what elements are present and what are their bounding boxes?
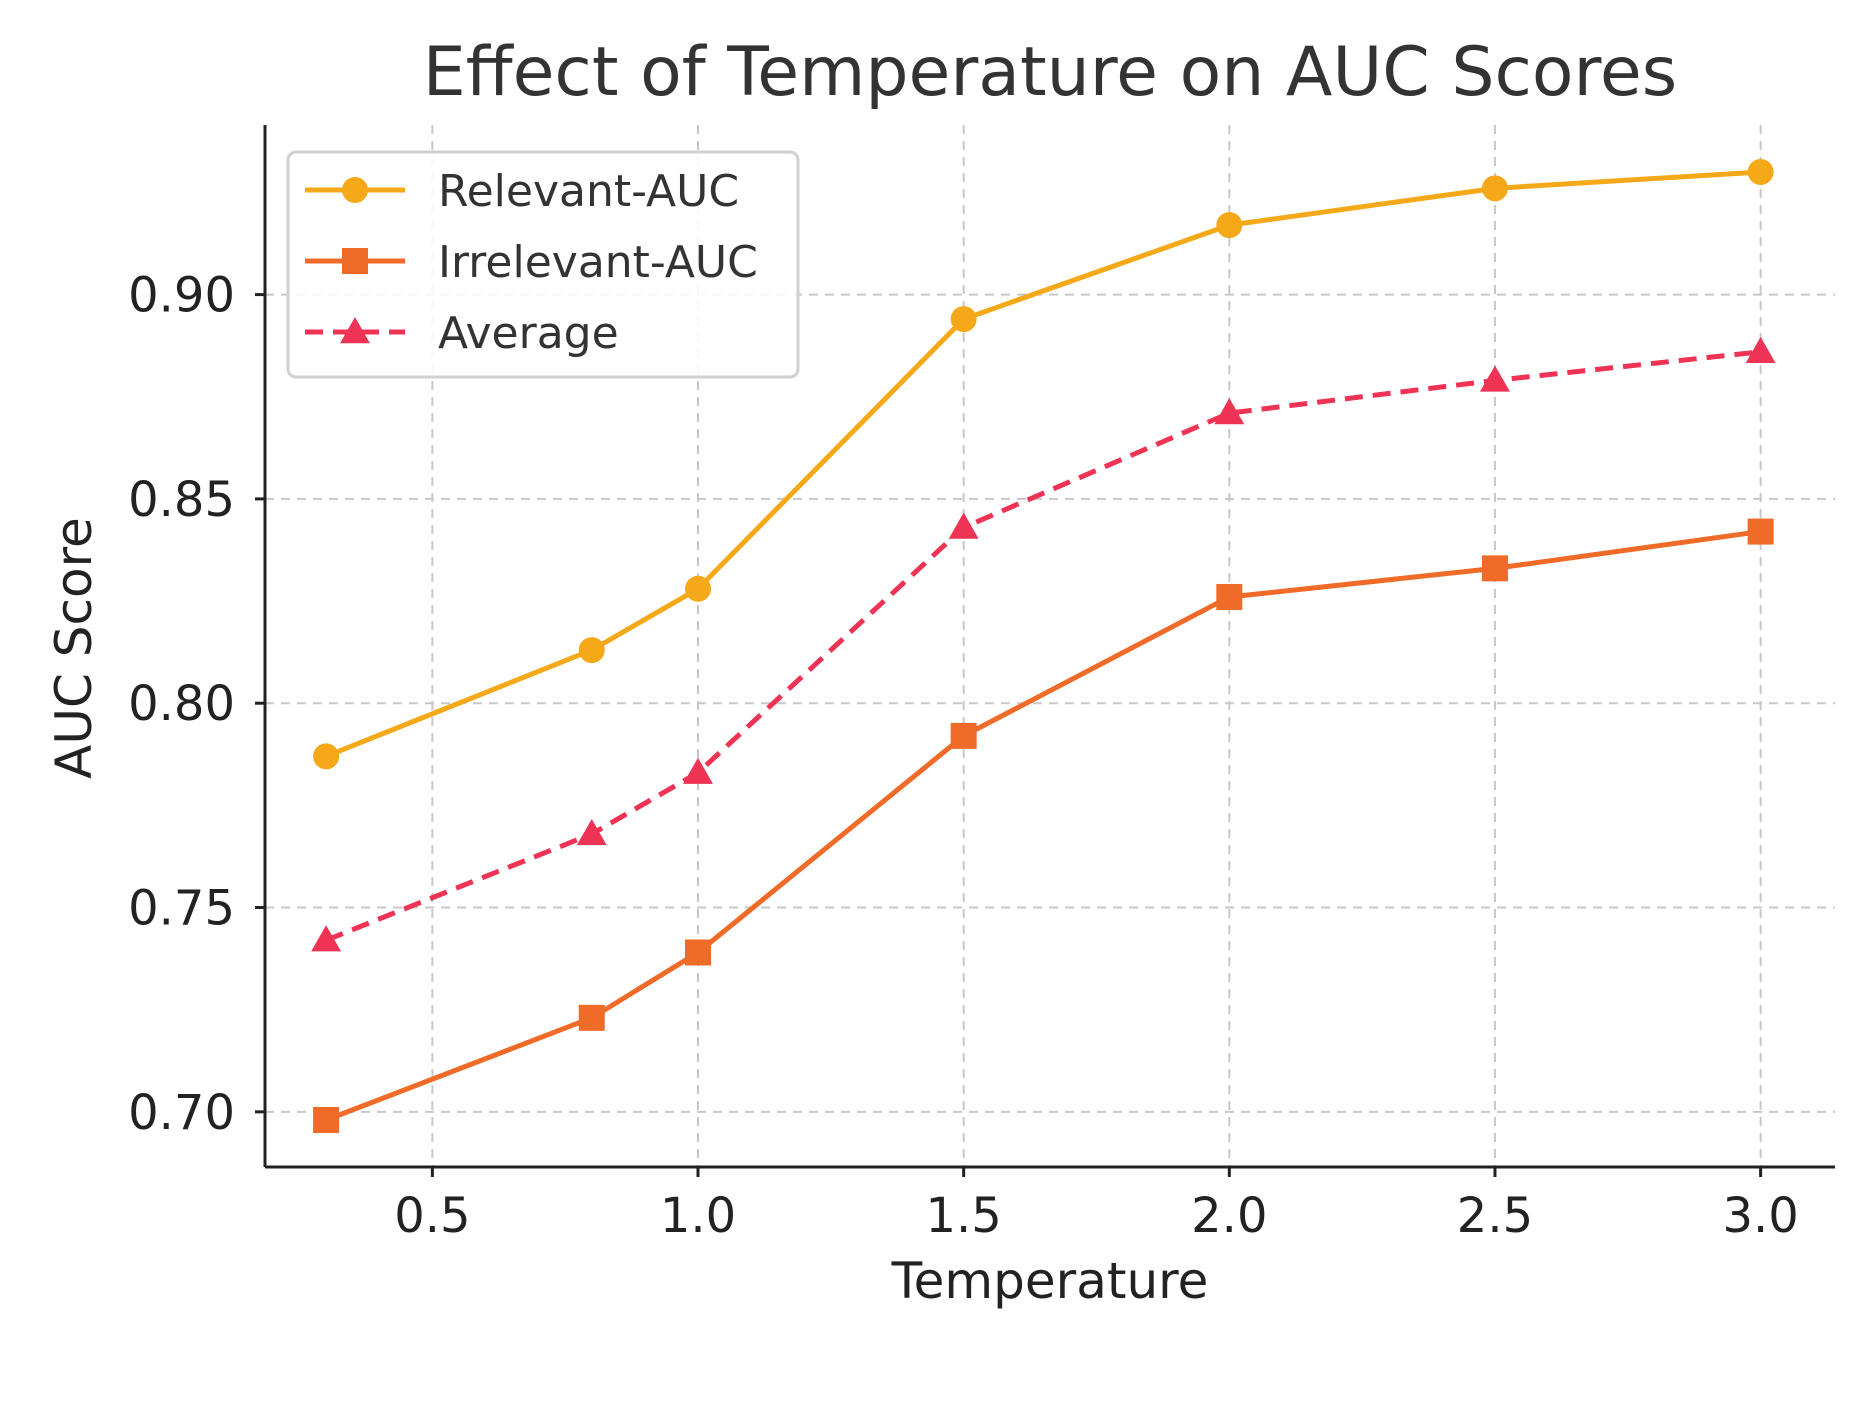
x-tick-label: 2.0 xyxy=(1191,1188,1267,1244)
data-point-relevant-auc xyxy=(313,743,340,770)
data-point-relevant-auc xyxy=(1481,175,1508,202)
y-tick-label: 0.70 xyxy=(128,1085,235,1141)
y-axis-label: AUC Score xyxy=(45,517,103,779)
x-tick-label: 1.5 xyxy=(925,1188,1001,1244)
data-point-relevant-auc xyxy=(685,575,712,602)
series-line-average xyxy=(325,349,1761,943)
series-relevant-auc xyxy=(313,158,1774,770)
data-point-irrelevant-auc xyxy=(1481,555,1508,582)
legend-marker xyxy=(342,248,368,274)
data-point-irrelevant-auc xyxy=(1747,518,1774,545)
y-tick-label: 0.85 xyxy=(128,472,235,528)
x-tick-label: 0.5 xyxy=(394,1188,470,1244)
series-irrelevant-auc xyxy=(313,518,1774,1134)
x-tick-label: 2.5 xyxy=(1457,1188,1533,1244)
data-point-average xyxy=(1480,365,1510,392)
data-point-irrelevant-auc xyxy=(950,722,977,749)
data-point-average xyxy=(1745,336,1776,364)
x-tick-label: 1.0 xyxy=(660,1188,736,1244)
x-axis-label: Temperature xyxy=(891,1252,1209,1310)
axes xyxy=(255,125,1835,1177)
series-line-irrelevant-auc xyxy=(325,529,1761,1123)
legend-entry-irrelevant-auc: Irrelevant-AUC xyxy=(305,237,758,288)
series-layer xyxy=(311,158,1776,1134)
legend-label: Irrelevant-AUC xyxy=(438,237,758,288)
data-point-average xyxy=(576,819,607,846)
data-point-average xyxy=(683,757,713,784)
y-tick-label: 0.75 xyxy=(128,881,235,937)
x-tick-label: 3.0 xyxy=(1722,1188,1798,1244)
data-point-average xyxy=(1214,398,1245,425)
data-point-irrelevant-auc xyxy=(685,939,712,966)
data-point-irrelevant-auc xyxy=(1216,583,1243,610)
legend-entry-relevant-auc: Relevant-AUC xyxy=(305,166,739,217)
y-tick-label: 0.80 xyxy=(128,676,235,732)
y-tick-label: 0.90 xyxy=(128,268,235,324)
data-point-average xyxy=(948,512,979,539)
data-point-relevant-auc xyxy=(1216,212,1243,239)
data-point-irrelevant-auc xyxy=(578,1004,605,1031)
legend-label: Relevant-AUC xyxy=(438,166,739,217)
legend-label: Average xyxy=(438,308,619,359)
legend-marker xyxy=(342,177,368,203)
legend-marker xyxy=(340,317,370,344)
data-point-average xyxy=(311,925,342,952)
legend-entry-average: Average xyxy=(305,308,619,359)
data-point-relevant-auc xyxy=(578,637,605,664)
data-point-relevant-auc xyxy=(1747,158,1774,185)
legend-box xyxy=(286,150,800,379)
tick-labels: 0.5 1.0 1.5 2.0 2.5 3.0 0.70 0.75 0.80 0.85 0.90 xyxy=(128,268,1799,1244)
data-point-irrelevant-auc xyxy=(313,1107,340,1134)
series-average xyxy=(311,336,1776,952)
data-point-relevant-auc xyxy=(950,306,977,333)
legend: Relevant-AUC Irrelevant-AUC Average xyxy=(286,150,800,379)
grid xyxy=(265,125,1835,1167)
chart-title: Effect of Temperature on AUC Scores xyxy=(423,33,1677,112)
